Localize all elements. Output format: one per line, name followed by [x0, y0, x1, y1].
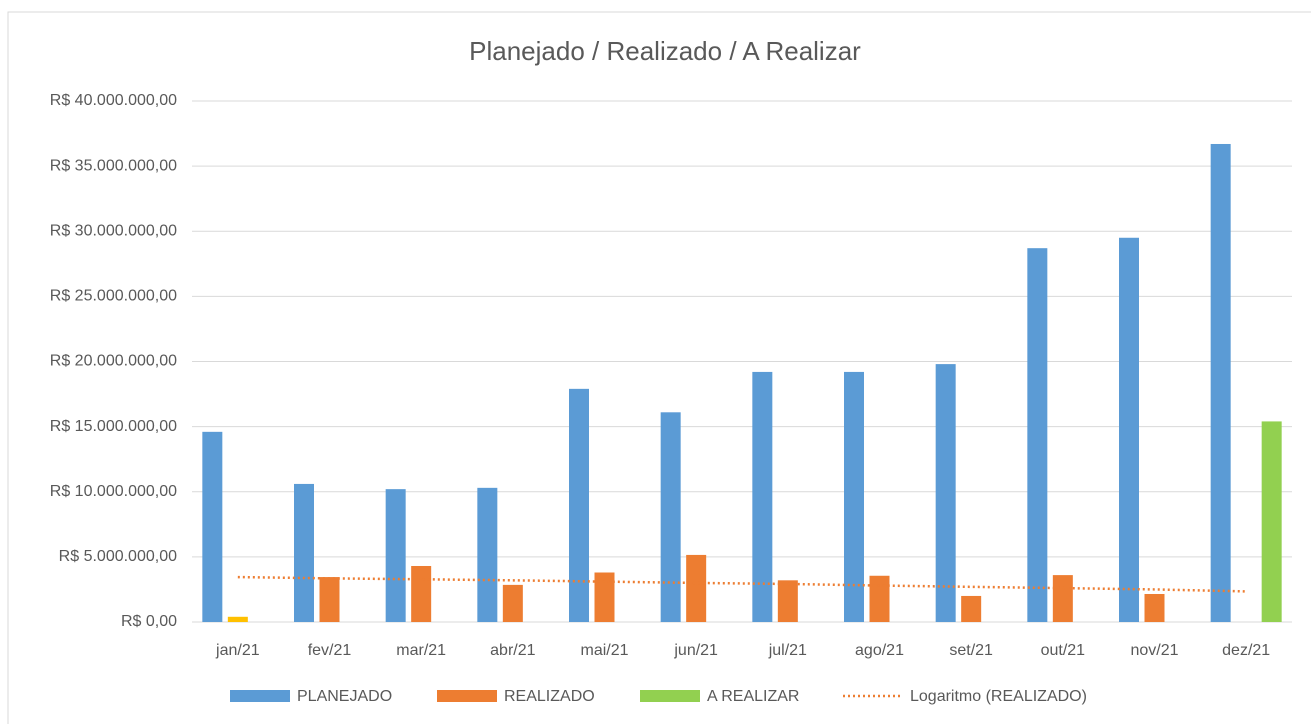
- bar: [935, 364, 956, 622]
- bar: [294, 483, 314, 622]
- bar: [752, 371, 773, 622]
- y-tick-label: R$ 15.000.000,00: [50, 418, 177, 435]
- y-tick-label: R$ 25.000.000,00: [50, 288, 177, 305]
- legend-label: A REALIZAR: [707, 688, 799, 705]
- bar: [319, 577, 340, 622]
- x-tick-label: ago/21: [855, 642, 904, 659]
- legend-label: REALIZADO: [504, 688, 595, 705]
- bar: [594, 572, 615, 622]
- bar: [202, 431, 223, 622]
- chart-title: Planejado / Realizado / A Realizar: [469, 36, 861, 66]
- x-tick-label: jun/21: [673, 642, 718, 659]
- y-tick-label: R$ 10.000.000,00: [50, 483, 177, 500]
- x-tick-label: jan/21: [215, 642, 260, 659]
- bar: [660, 412, 681, 622]
- x-tick-label: fev/21: [308, 642, 352, 659]
- bar: [411, 565, 432, 622]
- x-tick-label: out/21: [1041, 642, 1086, 659]
- legend-label: Logaritmo (REALIZADO): [910, 688, 1087, 705]
- chart-frame: [7, 11, 1311, 724]
- x-tick-label: nov/21: [1130, 642, 1178, 659]
- bar: [844, 371, 864, 622]
- x-tick-label: mai/21: [580, 642, 628, 659]
- y-tick-label: R$ 30.000.000,00: [50, 222, 177, 239]
- bar: [1119, 237, 1139, 622]
- trend-line: [237, 575, 1247, 593]
- bar: [1027, 248, 1048, 622]
- bar: [1261, 421, 1282, 622]
- bar: [385, 489, 406, 622]
- bar: [869, 575, 890, 622]
- y-tick-label: R$ 20.000.000,00: [50, 353, 177, 370]
- x-tick-label: mar/21: [396, 642, 446, 659]
- x-tick-label: abr/21: [490, 642, 535, 659]
- bar: [227, 616, 248, 622]
- legend-swatch: [640, 690, 700, 702]
- legend-label: PLANEJADO: [297, 688, 392, 705]
- x-tick-label: jul/21: [768, 642, 807, 659]
- bar: [1210, 143, 1231, 623]
- y-tick-label: R$ 35.000.000,00: [50, 157, 177, 174]
- bar: [477, 487, 498, 622]
- y-tick-label: R$ 0,00: [121, 613, 177, 630]
- bar: [569, 388, 589, 622]
- bar: [1144, 593, 1165, 622]
- bar: [777, 580, 798, 622]
- legend-swatch: [437, 690, 497, 702]
- y-tick-label: R$ 5.000.000,00: [59, 548, 177, 565]
- bar: [961, 595, 982, 622]
- x-tick-label: dez/21: [1222, 642, 1270, 659]
- bar: [502, 584, 523, 622]
- bar: [686, 554, 707, 622]
- x-tick-label: set/21: [949, 642, 993, 659]
- bar: [1052, 575, 1073, 622]
- legend-swatch: [230, 690, 290, 702]
- y-tick-label: R$ 40.000.000,00: [50, 92, 177, 109]
